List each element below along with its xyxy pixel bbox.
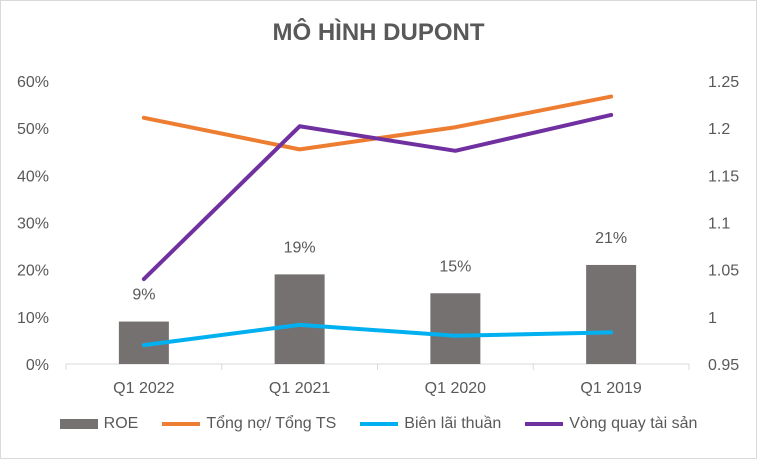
roe-data-label: 21% — [595, 230, 627, 247]
legend-swatch-roe — [59, 419, 98, 429]
x-axis-tick-label: Q1 2021 — [269, 380, 330, 397]
right-axis-tick-label: 1.2 — [708, 121, 730, 138]
x-axis-tick-label: Q1 2022 — [113, 380, 174, 397]
legend-label-net-margin: Biên lãi thuần — [404, 415, 502, 432]
legend-label-debt-ratio: Tổng nợ/ Tổng TS — [206, 415, 337, 432]
legend-swatch-net-margin — [360, 422, 399, 426]
series-line-vong-quay-tai-san — [141, 112, 614, 282]
right-axis-tick-label: 1 — [708, 310, 717, 327]
legend-swatch-debt-ratio — [162, 422, 201, 426]
x-axis-tick-label: Q1 2020 — [425, 380, 486, 397]
right-axis-tick-label: 1.25 — [708, 74, 739, 91]
chart-legend: ROE Tổng nợ/ Tổng TS Biên lãi thuần Vòng… — [1, 415, 756, 433]
left-axis-tick-label: 30% — [17, 216, 49, 233]
roe-bar — [430, 293, 481, 364]
left-axis-tick-label: 10% — [17, 310, 49, 327]
right-axis-tick-label: 1.1 — [708, 216, 730, 233]
left-axis-tick-label: 20% — [17, 263, 49, 280]
left-axis-tick-label: 0% — [26, 357, 49, 374]
roe-data-label: 9% — [132, 287, 155, 304]
left-axis-tick-label: 50% — [17, 121, 49, 138]
roe-bar — [586, 264, 637, 364]
right-axis-tick-label: 1.15 — [708, 168, 739, 185]
legend-item-asset-turnover: Vòng quay tài sản — [525, 415, 697, 433]
right-axis-tick-label: 0.95 — [708, 357, 739, 374]
legend-item-debt-ratio: Tổng nợ/ Tổng TS — [162, 415, 336, 433]
legend-item-roe: ROE — [59, 415, 139, 433]
series-line-bien-lai-thuan — [141, 322, 614, 348]
x-axis-tick-label: Q1 2019 — [580, 380, 641, 397]
left-axis-tick-label: 40% — [17, 168, 49, 185]
roe-data-label: 19% — [284, 239, 316, 256]
legend-label-roe: ROE — [103, 415, 139, 432]
legend-item-net-margin: Biên lãi thuần — [360, 415, 501, 433]
right-axis-tick-label: 1.05 — [708, 263, 739, 280]
chart-title: MÔ HÌNH DUPONT — [272, 19, 485, 46]
series-line-tong-no-tong-ts — [141, 94, 614, 152]
roe-data-label: 15% — [439, 258, 471, 275]
legend-swatch-asset-turnover — [525, 422, 564, 426]
legend-label-asset-turnover: Vòng quay tài sản — [569, 415, 698, 432]
roe-bar — [274, 274, 325, 364]
left-axis-tick-label: 60% — [17, 74, 49, 91]
